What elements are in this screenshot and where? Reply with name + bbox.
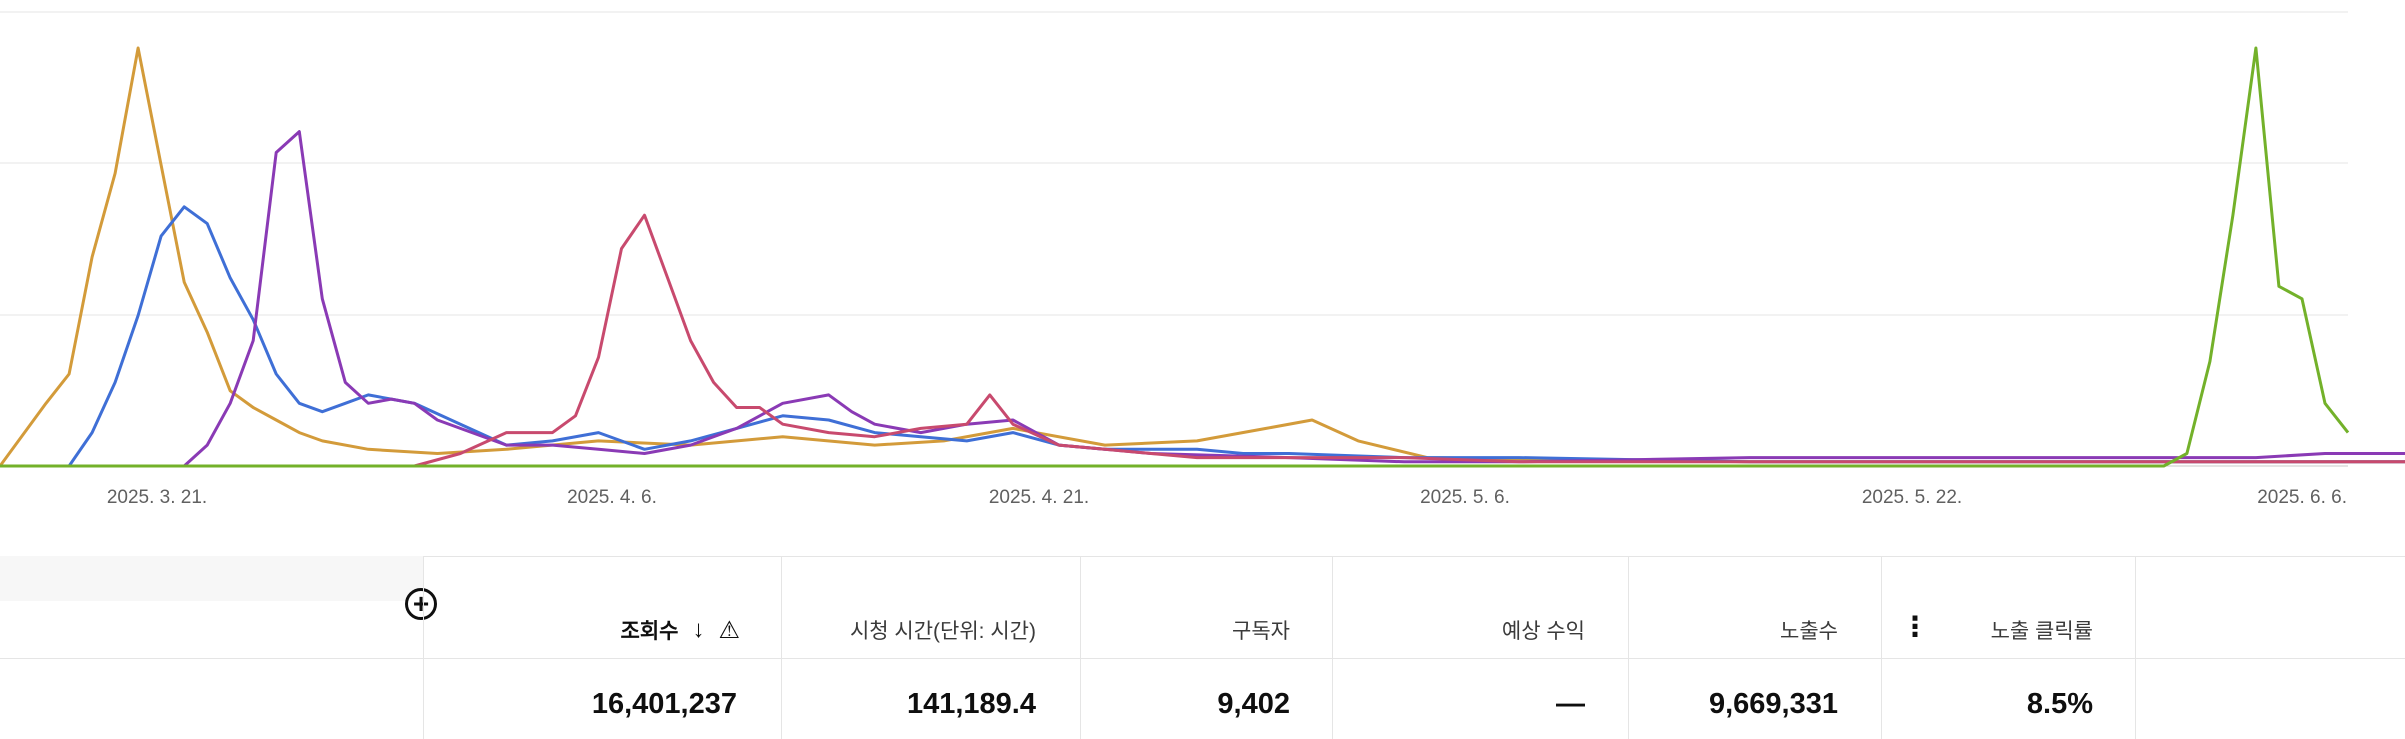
column-header-ctr[interactable]: 노출 클릭률	[1935, 614, 2093, 646]
series-line-4[interactable]	[0, 213, 2405, 468]
column-header-impressions[interactable]: 노출수	[1640, 614, 1838, 646]
column-header-views[interactable]: 조회수 ↓ ⚠	[440, 614, 740, 646]
filter-cell[interactable]	[0, 556, 423, 601]
series-line-2[interactable]	[0, 205, 2405, 468]
column-divider	[1881, 556, 1882, 739]
column-header-revenue[interactable]: 예상 수익	[1340, 614, 1585, 646]
column-divider	[1628, 556, 1629, 739]
ctr-header-label: 노출 클릭률	[1990, 620, 2093, 643]
column-divider	[1080, 556, 1081, 739]
subscribers-header-label: 구독자	[1232, 620, 1290, 643]
x-tick-label: 2025. 5. 6.	[1420, 487, 1510, 508]
row-divider	[0, 658, 2405, 659]
x-tick-label: 2025. 4. 6.	[567, 487, 657, 508]
impressions-header-label: 노출수	[1780, 620, 1838, 643]
column-divider	[423, 556, 424, 739]
warning-icon[interactable]: ⚠	[718, 616, 740, 644]
total-impressions: 9,669,331	[1708, 687, 1838, 720]
add-metric-button[interactable]: +	[405, 588, 437, 620]
add-circle-icon: +	[412, 588, 430, 619]
views-header-label: 조회수	[620, 620, 679, 643]
x-tick-label: 2025. 4. 21.	[989, 487, 1089, 508]
watch-time-header-label: 시청 시간(단위: 시간)	[849, 620, 1036, 643]
chart-table-divider	[0, 556, 2405, 557]
total-revenue: —	[1556, 687, 1585, 720]
series-line-3[interactable]	[0, 130, 2405, 468]
total-subscribers: 9,402	[1217, 687, 1290, 720]
series-line-5[interactable]	[0, 46, 2350, 468]
column-divider	[1332, 556, 1333, 739]
line-chart: 2025. 3. 21. 2025. 4. 6. 2025. 4. 21. 2025.…	[0, 11, 2405, 508]
column-header-subscribers[interactable]: 구독자	[1090, 614, 1290, 646]
total-views: 16,401,237	[591, 687, 737, 720]
x-tick-label: 2025. 3. 21.	[107, 487, 207, 508]
column-divider	[2135, 556, 2136, 739]
x-tick-label: 2025. 6. 6.	[2257, 487, 2347, 508]
series-line-1[interactable]	[0, 46, 2405, 467]
more-vert-icon[interactable]: ⋮	[1901, 610, 1929, 642]
total-ctr: 8.5%	[2026, 687, 2093, 720]
total-watch-time: 141,189.4	[906, 687, 1036, 720]
column-divider	[781, 556, 782, 739]
revenue-header-label: 예상 수익	[1501, 620, 1585, 643]
sort-down-icon[interactable]: ↓	[692, 616, 705, 643]
x-tick-label: 2025. 5. 22.	[1862, 487, 1962, 508]
column-header-watch-time[interactable]: 시청 시간(단위: 시간)	[790, 614, 1036, 646]
